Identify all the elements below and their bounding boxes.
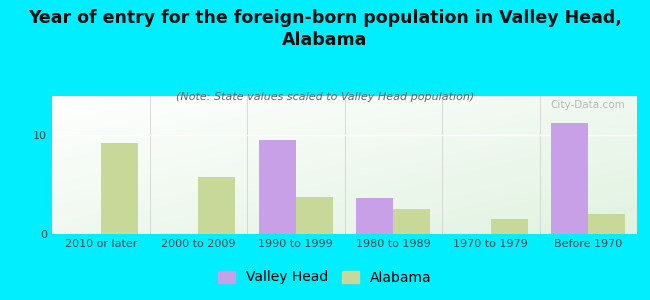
Text: Year of entry for the foreign-born population in Valley Head,
Alabama: Year of entry for the foreign-born popul… <box>28 9 622 49</box>
Bar <box>551 123 588 234</box>
Text: (Note: State values scaled to Valley Head population): (Note: State values scaled to Valley Hea… <box>176 92 474 101</box>
Text: City-Data.com: City-Data.com <box>551 100 625 110</box>
Bar <box>393 209 430 234</box>
Bar <box>296 196 333 234</box>
Bar <box>101 143 138 234</box>
Bar <box>588 214 625 234</box>
Legend: Valley Head, Alabama: Valley Head, Alabama <box>213 265 437 290</box>
Bar <box>356 197 393 234</box>
Bar <box>259 140 296 234</box>
Bar <box>198 177 235 234</box>
Bar <box>491 219 528 234</box>
